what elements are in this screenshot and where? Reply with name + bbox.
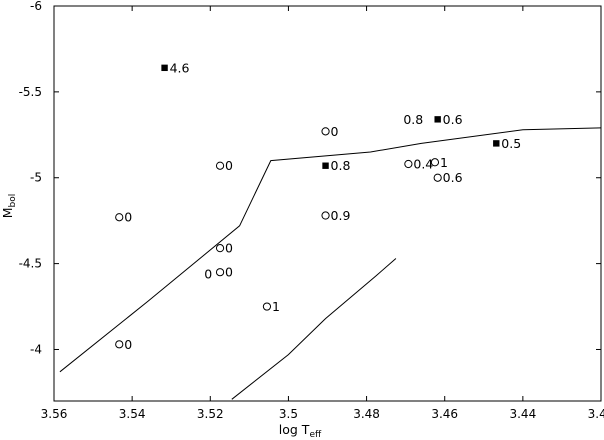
point-label: 1 (440, 155, 448, 170)
filled-square-point (322, 162, 329, 169)
point-label: 0.6 (443, 112, 463, 127)
x-tick-label: 3.48 (353, 407, 380, 421)
open-circle-point (215, 244, 225, 253)
x-tick-label: 3.42 (588, 407, 604, 421)
filled-square-point (434, 116, 441, 123)
point-label: 0.6 (443, 170, 463, 185)
x-tick-label: 3.52 (197, 407, 224, 421)
x-tick-label: 3.56 (41, 407, 68, 421)
filled-square-point (161, 64, 168, 72)
open-circle-point (321, 211, 330, 220)
extra-point-label: 0.8 (403, 112, 423, 127)
x-tick-label: 3.5 (279, 407, 298, 421)
point-label: 0 (124, 337, 132, 352)
y-tick-label: -6 (30, 0, 42, 13)
y-tick-label: -4 (30, 342, 42, 356)
model-curve-1 (59, 127, 602, 373)
open-circle-point (215, 161, 225, 170)
point-label: 0.9 (331, 208, 351, 223)
open-circle-point (215, 268, 225, 277)
filled-square-point (493, 140, 500, 147)
point-label: 4.6 (170, 60, 190, 75)
plot-frame (53, 5, 602, 402)
open-circle-point (115, 213, 124, 222)
y-axis-ticks: -4 -4.5 -5 -5.5 -6 (19, 0, 601, 356)
point-label: 0.4 (413, 157, 433, 172)
point-label: 0 (225, 158, 233, 173)
open-circle-point (430, 158, 440, 167)
point-label: 0.5 (501, 136, 521, 151)
open-circle-point (115, 340, 124, 349)
open-circle-point (321, 127, 330, 136)
point-label: 0 (124, 210, 132, 225)
point-label: 1 (272, 299, 280, 314)
point-label: 0 (225, 241, 233, 256)
open-circle-point (404, 159, 413, 169)
point-label: 0.8 (331, 158, 351, 173)
extra-point-label: 0 (204, 266, 212, 281)
data-markers (115, 64, 500, 349)
point-label: 0 (331, 124, 339, 139)
y-axis-title: Mbol (0, 194, 18, 219)
open-circle-point (433, 173, 442, 182)
x-tick-label: 3.44 (509, 407, 536, 421)
x-tick-label: 3.46 (431, 407, 458, 421)
x-axis-ticks: 3.56 3.54 3.52 3.5 3.48 3.46 3.44 3.42 (41, 6, 604, 421)
point-label: 0 (225, 265, 233, 280)
x-tick-label: 3.54 (119, 407, 146, 421)
y-tick-label: -4.5 (19, 257, 42, 271)
model-curve-2 (231, 258, 397, 400)
model-curves (59, 127, 602, 400)
y-tick-label: -5 (30, 171, 42, 185)
y-tick-label: -5.5 (19, 85, 42, 99)
open-circle-point (262, 302, 272, 311)
x-axis-title: log Teff (279, 422, 322, 440)
